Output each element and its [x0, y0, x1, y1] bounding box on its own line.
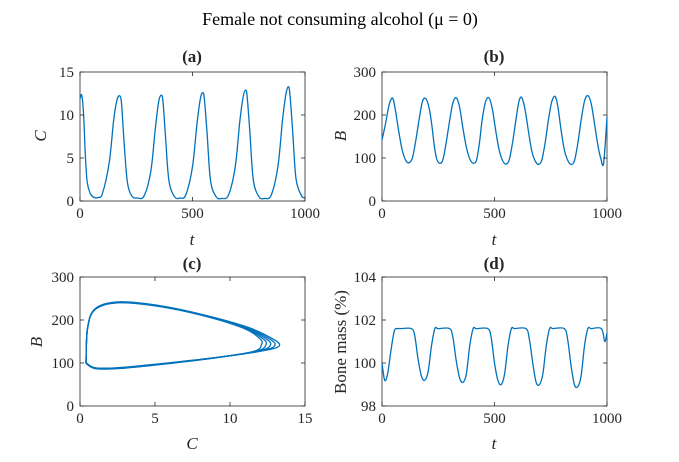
panel-d-ylabel: Bone mass (%) — [331, 290, 350, 394]
panel-d-ytick-label: 98 — [361, 399, 376, 415]
panel-c-xtick-label: 15 — [298, 411, 313, 427]
panel-b: (b) 0 500 1000 0 100 200 300 t B — [331, 47, 622, 249]
panel-b-xtick-label: 1000 — [592, 206, 622, 222]
panel-b-ytick-label: 0 — [369, 194, 377, 210]
panel-a-xtick-label: 0 — [76, 206, 84, 222]
panel-c-ticks: 0 5 10 15 0 100 200 300 — [52, 270, 313, 427]
panel-b-ticks: 0 500 1000 0 100 200 300 — [354, 65, 623, 222]
panel-a-series-line — [79, 85, 306, 200]
panel-c-orbit-loop — [85, 301, 281, 369]
panel-d-xtick-label: 1000 — [592, 411, 622, 427]
panel-c-ylabel: B — [27, 336, 46, 347]
panel-b-xtick-label: 500 — [483, 206, 506, 222]
panel-a-axes — [79, 71, 306, 202]
panel-c-title: (c) — [183, 254, 202, 273]
panel-c-ytick-label: 0 — [67, 399, 75, 415]
panel-a-ytick-label: 0 — [67, 194, 75, 210]
panel-b-series — [381, 94, 608, 167]
panel-b-ylabel: B — [331, 130, 350, 141]
panel-b-ytick-label: 100 — [354, 151, 377, 167]
panel-c-series — [85, 301, 281, 370]
panel-a-ytick-label: 10 — [59, 108, 74, 124]
panel-a: (a) 0 500 1000 0 5 10 15 t C — [31, 47, 320, 249]
figure-title: Female not consuming alcohol (μ = 0) — [202, 9, 478, 30]
panel-b-title: (b) — [484, 47, 505, 66]
panel-a-ylabel: C — [31, 130, 50, 142]
panel-b-axes — [381, 71, 608, 202]
panel-a-title: (a) — [182, 47, 202, 66]
panel-c-ytick-label: 100 — [52, 356, 75, 372]
panel-c-xtick-label: 10 — [223, 411, 238, 427]
panel-b-ytick-label: 300 — [354, 65, 377, 81]
panel-a-xtick-label: 500 — [181, 206, 204, 222]
panel-d-series — [381, 326, 608, 389]
panel-a-xlabel: t — [190, 230, 196, 249]
panel-b-ytick-label: 200 — [354, 108, 377, 124]
panel-b-series-line — [381, 94, 608, 167]
panel-d-xlabel: t — [492, 434, 498, 453]
panel-c-xlabel: C — [186, 434, 198, 453]
panel-d: (d) 0 500 1000 98 100 102 104 t Bone mass (%) — [331, 254, 622, 453]
panel-c-ytick-label: 300 — [52, 270, 75, 286]
panel-d-ytick-label: 102 — [354, 313, 377, 329]
panel-b-xlabel: t — [492, 230, 498, 249]
panel-b-xtick-label: 0 — [378, 206, 386, 222]
panel-d-title: (d) — [484, 254, 505, 273]
panel-d-xtick-label: 500 — [483, 411, 506, 427]
panel-a-series — [79, 85, 306, 200]
panel-c-xtick-label: 5 — [151, 411, 159, 427]
panel-d-ytick-label: 100 — [354, 356, 377, 372]
panel-d-axes — [381, 276, 608, 407]
panel-d-ytick-label: 104 — [354, 270, 377, 286]
panel-d-series-line — [381, 326, 608, 389]
panel-d-xtick-label: 0 — [378, 411, 386, 427]
panel-c-ytick-label: 200 — [52, 313, 75, 329]
panel-a-xtick-label: 1000 — [290, 206, 320, 222]
panel-a-ytick-label: 15 — [59, 65, 74, 81]
panel-c-axes — [79, 276, 306, 407]
panel-c-xtick-label: 0 — [76, 411, 84, 427]
panel-a-ticks: 0 500 1000 0 5 10 15 — [59, 65, 320, 222]
panel-c: (c) 0 5 10 15 0 100 200 300 C B — [27, 254, 313, 453]
panel-a-ytick-label: 5 — [67, 151, 75, 167]
panel-d-ticks: 0 500 1000 98 100 102 104 — [354, 270, 623, 427]
